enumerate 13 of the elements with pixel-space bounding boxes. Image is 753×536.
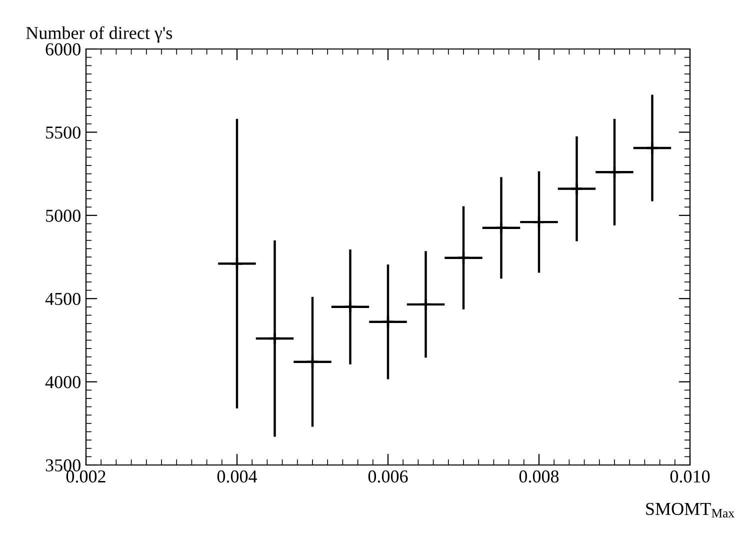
y-axis-title: Number of direct γ's (26, 26, 172, 43)
y-tick-label: 3500 (46, 459, 80, 472)
y-tick-label: 4000 (45, 376, 80, 388)
x-tick-label: 0.008 (519, 470, 559, 483)
y-tick-label: 5500 (46, 126, 80, 139)
y-tick-label: 4500 (45, 292, 80, 306)
y-tick-label: 5000 (46, 210, 80, 222)
x-axis-title: SMOMT$_{Max}$ (646, 502, 734, 518)
y-tick-label: 6000 (46, 43, 80, 56)
x-tick-label: 0.006 (368, 470, 408, 483)
x-tick-label: 0.002 (66, 470, 106, 483)
x-tick-label: 0.004 (217, 470, 258, 483)
x-tick-label: 0.010 (670, 470, 710, 483)
